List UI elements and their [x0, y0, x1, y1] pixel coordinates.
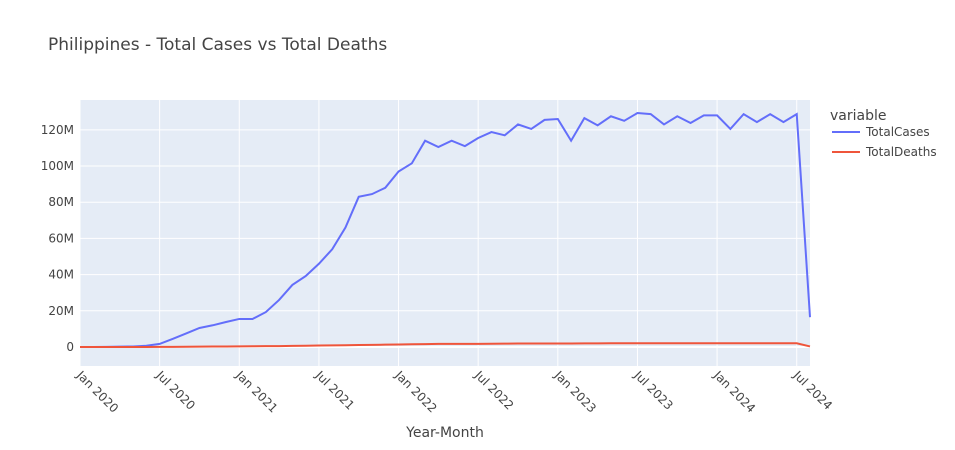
x-tick-label: Jan 2023: [551, 368, 599, 416]
y-tick-label: 120M: [41, 123, 74, 137]
y-tick-label: 80M: [48, 195, 74, 209]
x-axis-label: Year-Month: [405, 425, 484, 441]
y-tick-label: 100M: [41, 159, 74, 173]
x-tick-label: Jan 2022: [392, 368, 440, 416]
legend-label: TotalDeaths: [865, 145, 937, 159]
line: [80, 342, 811, 348]
x-tick-label: Jan 2021: [232, 368, 280, 416]
x-tick-label: Jul 2023: [631, 368, 676, 413]
x-tick-label: Jan 2020: [73, 368, 121, 416]
y-tick-label: 60M: [48, 231, 74, 245]
x-tick-label: Jul 2024: [790, 368, 835, 413]
plot-area: [80, 100, 810, 366]
y-tick-label: 40M: [48, 268, 74, 282]
y-tick-label: 0: [66, 340, 74, 354]
y-tick-label: 20M: [48, 304, 74, 318]
line: [80, 112, 811, 348]
x-tick-label: Jul 2020: [153, 368, 198, 413]
x-tick-label: Jul 2021: [312, 368, 357, 413]
chart-title: Philippines - Total Cases vs Total Death…: [48, 35, 387, 55]
x-tick-label: Jan 2024: [710, 368, 758, 416]
legend-title: variable: [830, 108, 886, 124]
x-tick-label: Jul 2022: [471, 368, 516, 413]
legend-label: TotalCases: [865, 125, 930, 139]
